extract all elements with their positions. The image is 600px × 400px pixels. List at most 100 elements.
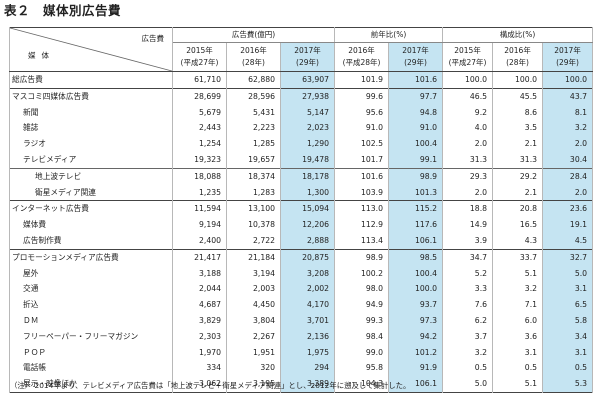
table-row: プロモーションメディア広告費 21,417 21,184 20,875 98.9 98.5… (9, 248, 594, 266)
table-cell: 5.8 (542, 312, 594, 329)
year-label: 2017年 (294, 46, 321, 55)
table-cell: 18,374 (226, 167, 281, 185)
table-cell: 1,975 (279, 344, 336, 361)
table-cell: 1,300 (279, 184, 336, 201)
row-label: ＤＭ (9, 312, 173, 329)
table-cell: 98.9 (334, 248, 390, 266)
table-row: 折込 4,687 4,450 4,170 94.9 93.7 7.6 7.1 6.5 (9, 297, 594, 313)
table-cell: 6.5 (542, 297, 594, 313)
table-cell: 30.4 (542, 151, 594, 169)
table-cell: 106.1 (388, 232, 444, 250)
table-cell: 46.5 (442, 87, 494, 105)
corner-label-cost: 広告費 (141, 34, 165, 43)
table-cell: 3,188 (172, 265, 227, 282)
year-label: 2016年 (240, 46, 267, 55)
year-header: 2017年 (29年) (542, 42, 594, 72)
table-cell: 2.1 (492, 136, 544, 152)
table-cell: 5,679 (172, 104, 227, 121)
ad-spend-table: 広告費 媒体 広告費(億円) 前年比(%) 構成比(%) 2015年 (平成27年… (9, 27, 594, 393)
table-row: 電話帳 334 320 294 95.8 91.9 0.5 0.5 0.5 (9, 360, 594, 377)
table-cell: 101.3 (388, 184, 444, 201)
table-cell: 0.5 (492, 360, 544, 377)
row-label: ラジオ (9, 136, 173, 152)
table-cell: 4.3 (492, 232, 544, 250)
table-row: 雑誌 2,443 2,223 2,023 91.0 91.0 4.0 3.5 3.2 (9, 120, 594, 137)
diagonal-line (10, 28, 172, 71)
table-cell: 100.4 (388, 265, 444, 282)
table-cell: 4,170 (279, 297, 336, 313)
table-cell: 95.8 (334, 360, 390, 377)
row-label: ＰＯＰ (9, 344, 173, 361)
table-cell: 112.9 (334, 217, 390, 233)
table-cell: 2.0 (442, 184, 494, 201)
table-cell: 334 (172, 360, 227, 377)
table-cell: 0.5 (442, 360, 494, 377)
year-header: 2017年 (29年) (388, 42, 444, 72)
table-cell: 19,657 (226, 151, 281, 169)
table-cell: 101.6 (334, 167, 390, 185)
table-cell: 2,267 (226, 328, 281, 345)
table-cell: 43.7 (542, 87, 594, 105)
table-cell: 4,687 (172, 297, 227, 313)
table-cell: 1,254 (172, 136, 227, 152)
era-label: (29年) (296, 58, 319, 67)
table-cell: 28,699 (172, 87, 227, 105)
table-cell: 2,044 (172, 281, 227, 298)
row-label: インターネット広告費 (9, 200, 173, 218)
table-row: フリーペーパー・フリーマガジン 2,303 2,267 2,136 98.4 94.2 3.… (9, 328, 594, 345)
table-cell: 3.6 (492, 328, 544, 345)
era-label: (28年) (242, 58, 265, 67)
year-header: 2015年 (平成27年) (442, 42, 494, 72)
table-cell: 1,283 (226, 184, 281, 201)
table-cell: 1,290 (279, 136, 336, 152)
era-label: (平成27年) (180, 58, 219, 67)
table-cell: 99.3 (334, 312, 390, 329)
table-cell: 1,235 (172, 184, 227, 201)
year-header: 2016年 (28年) (226, 42, 281, 72)
table-cell: 97.3 (388, 312, 444, 329)
table-cell: 3.2 (442, 344, 494, 361)
table-cell: 2,443 (172, 120, 227, 137)
table-cell: 27,938 (279, 87, 336, 105)
row-label: 交通 (9, 281, 173, 298)
table-cell: 294 (279, 360, 336, 377)
table-cell: 100.0 (492, 71, 544, 89)
table-cell: 62,880 (226, 71, 281, 89)
table-cell: 31.3 (442, 151, 494, 169)
table-cell: 19,323 (172, 151, 227, 169)
table-cell: 14.9 (442, 217, 494, 233)
corner-label-media: 媒体 (28, 51, 55, 61)
year-label: 2017年 (402, 46, 429, 55)
table-cell: 0.5 (542, 360, 594, 377)
table-cell: 91.0 (334, 120, 390, 137)
group-header-cost: 広告費(億円) (171, 27, 336, 43)
table-cell: 99.1 (388, 151, 444, 169)
table-cell: 3.5 (492, 120, 544, 137)
table-cell: 28.4 (542, 167, 594, 185)
table-cell: 7.6 (442, 297, 494, 313)
table-cell: 100.4 (388, 136, 444, 152)
table-cell: 18.8 (442, 200, 494, 218)
footnote: （注） 2014年より、テレビメディア広告費は「地上波テレビ＋衛星メディア関連」… (10, 381, 411, 390)
table-cell: 5.3 (542, 376, 594, 393)
year-header: 2016年 (平成28年) (334, 42, 390, 72)
table-cell: 3.1 (542, 344, 594, 361)
table-cell: 113.0 (334, 200, 390, 218)
row-label: テレビメディア (9, 151, 173, 169)
table-cell: 101.2 (388, 344, 444, 361)
table-cell: 7.1 (492, 297, 544, 313)
table-row: テレビメディア 19,323 19,657 19,478 101.7 99.1 31.3 31… (9, 151, 594, 169)
row-label: 地上波テレビ (9, 167, 173, 185)
table-row: インターネット広告費 11,594 13,100 15,094 113.0 115.2 18… (9, 200, 594, 218)
table-row: ラジオ 1,254 1,285 1,290 102.5 100.4 2.0 2.1 2.0 (9, 136, 594, 152)
table-cell: 2,223 (226, 120, 281, 137)
year-label: 2016年 (504, 46, 531, 55)
table-cell: 29.2 (492, 167, 544, 185)
table-cell: 4.0 (442, 120, 494, 137)
table-cell: 20.8 (492, 200, 544, 218)
table-cell: 11,594 (172, 200, 227, 218)
table-cell: 6.0 (492, 312, 544, 329)
table-cell: 10,378 (226, 217, 281, 233)
table-cell: 101.7 (334, 151, 390, 169)
year-header: 2017年 (29年) (279, 42, 336, 72)
